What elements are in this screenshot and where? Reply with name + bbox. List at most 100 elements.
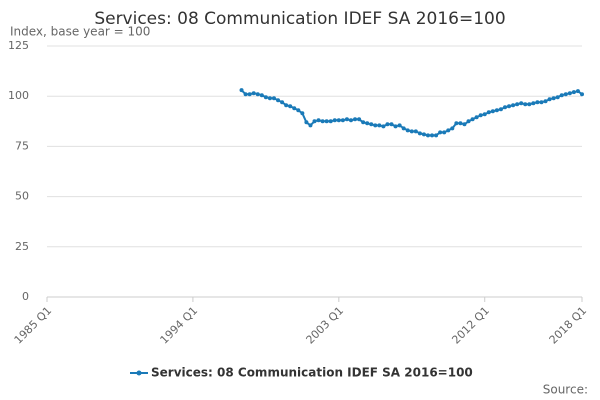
- data-point: [409, 129, 414, 134]
- data-point: [474, 115, 479, 120]
- data-point: [397, 123, 402, 128]
- data-point: [519, 101, 524, 106]
- data-point: [438, 130, 443, 135]
- data-point: [462, 122, 467, 127]
- data-point: [531, 101, 536, 106]
- data-point: [454, 121, 459, 126]
- data-point: [486, 110, 491, 115]
- data-point: [353, 117, 358, 122]
- x-tick-label: 1985 Q1: [12, 304, 55, 347]
- source-label: Source:: [543, 383, 588, 397]
- data-point: [430, 133, 435, 138]
- data-point: [332, 118, 337, 123]
- y-tick-label: 0: [22, 290, 29, 303]
- data-point: [434, 133, 439, 138]
- x-tick-label: 2012 Q1: [449, 304, 492, 347]
- data-point: [401, 126, 406, 131]
- data-point: [559, 93, 564, 98]
- data-point: [247, 92, 252, 97]
- data-point: [555, 95, 560, 100]
- data-point: [251, 91, 256, 96]
- data-point: [381, 124, 386, 129]
- data-point: [478, 113, 483, 118]
- data-point: [535, 100, 540, 105]
- data-point: [361, 120, 366, 125]
- data-point: [369, 122, 374, 127]
- data-point: [340, 118, 345, 123]
- data-point: [267, 96, 272, 101]
- data-point: [373, 123, 378, 128]
- data-point: [458, 121, 463, 126]
- data-point: [348, 118, 353, 123]
- data-point: [417, 131, 422, 136]
- y-tick-label: 25: [15, 240, 29, 253]
- data-point: [255, 92, 260, 97]
- legend-marker: [136, 370, 142, 376]
- data-point: [389, 122, 394, 127]
- data-point: [567, 91, 572, 96]
- x-tick-label: 2018 Q1: [547, 304, 590, 347]
- data-point: [316, 118, 321, 123]
- data-point: [259, 93, 264, 98]
- data-point: [320, 119, 325, 124]
- legend-label: Services: 08 Communication IDEF SA 2016=…: [151, 366, 473, 380]
- data-point: [365, 121, 370, 126]
- data-point: [515, 102, 520, 107]
- data-point: [547, 97, 552, 102]
- data-point: [502, 105, 507, 110]
- data-point: [482, 112, 487, 117]
- data-point: [563, 92, 568, 97]
- data-point: [243, 92, 248, 97]
- data-point: [377, 123, 382, 128]
- data-point: [523, 102, 528, 107]
- data-point: [328, 119, 333, 124]
- data-point: [300, 111, 305, 116]
- y-tick-label: 50: [15, 190, 29, 203]
- data-point: [284, 103, 289, 108]
- data-point: [308, 123, 313, 128]
- data-point: [312, 119, 317, 124]
- data-point: [507, 104, 512, 109]
- data-point: [539, 100, 544, 105]
- data-point: [296, 108, 301, 113]
- data-point: [446, 128, 451, 133]
- data-point: [470, 117, 475, 122]
- data-point: [421, 132, 426, 137]
- data-point: [276, 98, 281, 103]
- data-point: [494, 108, 499, 113]
- data-point: [304, 120, 309, 125]
- y-tick-label: 75: [15, 139, 29, 152]
- chart-title: Services: 08 Communication IDEF SA 2016=…: [94, 9, 505, 29]
- x-tick-label: 1994 Q1: [158, 304, 201, 347]
- data-point: [551, 96, 556, 101]
- data-point: [571, 90, 576, 95]
- data-point: [280, 100, 285, 105]
- data-point: [490, 109, 495, 114]
- data-point: [425, 133, 430, 138]
- data-line: [240, 89, 583, 137]
- data-point: [292, 106, 297, 111]
- data-point: [413, 129, 418, 134]
- data-point: [575, 89, 580, 94]
- data-point: [405, 128, 410, 133]
- data-point: [527, 102, 532, 107]
- data-point: [466, 119, 471, 124]
- data-point: [263, 95, 268, 100]
- data-point: [357, 117, 362, 122]
- y-tick-label: 125: [8, 39, 29, 52]
- data-point: [511, 103, 516, 108]
- data-point: [324, 119, 329, 124]
- data-point: [543, 99, 548, 104]
- data-point: [271, 96, 276, 101]
- data-point: [385, 122, 390, 127]
- data-point: [450, 126, 455, 131]
- data-point: [344, 117, 349, 122]
- data-point: [336, 118, 341, 123]
- data-point: [498, 107, 503, 112]
- data-point: [239, 88, 244, 93]
- y-tick-label: 100: [8, 89, 29, 102]
- data-point: [393, 124, 398, 129]
- data-point: [580, 92, 584, 97]
- y-axis-label: Index, base year = 100: [10, 25, 150, 39]
